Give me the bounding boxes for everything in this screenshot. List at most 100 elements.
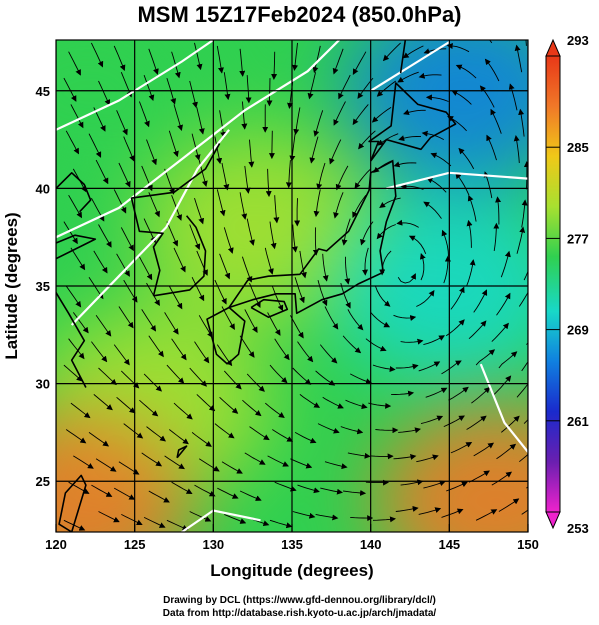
streamline (116, 253, 130, 277)
streamline (148, 490, 170, 503)
streamline (350, 515, 374, 522)
streamline (441, 508, 464, 518)
streamline (214, 279, 227, 305)
streamline (285, 160, 292, 189)
streamline (294, 277, 305, 304)
streamline (98, 511, 120, 523)
streamline (370, 312, 391, 328)
streamline (352, 104, 369, 126)
streamline (123, 136, 135, 162)
streamline (63, 364, 83, 382)
streamline (299, 394, 321, 408)
streamline (171, 481, 193, 494)
y-tick-label: 30 (36, 377, 50, 392)
temperature-field (56, 40, 528, 532)
streamline (362, 247, 369, 276)
streamline (168, 130, 179, 158)
streamline (395, 363, 419, 370)
streamline (475, 509, 498, 521)
streamline (120, 72, 133, 98)
streamline (443, 255, 451, 284)
streamline (516, 377, 528, 398)
streamline (402, 45, 424, 59)
streamline (264, 247, 274, 275)
streamline (173, 247, 186, 273)
streamline (317, 423, 340, 434)
streamline (116, 110, 128, 136)
streamline (333, 192, 344, 219)
coastline (250, 298, 289, 318)
streamline (221, 162, 230, 191)
streamline (486, 134, 497, 161)
streamline (343, 489, 367, 496)
streamline (341, 218, 351, 246)
streamline (352, 51, 367, 75)
streamline (458, 147, 475, 170)
streamline (221, 461, 243, 474)
streamline (121, 513, 143, 526)
streamline (468, 320, 487, 340)
credit-line-dcl: Drawing by DCL (https://www.gfd-dennou.o… (163, 595, 436, 606)
streamline (491, 471, 513, 486)
streamline (239, 192, 248, 220)
streamline (313, 110, 324, 137)
streamline (191, 133, 201, 161)
streamline (194, 484, 216, 497)
streamline (146, 426, 166, 442)
streamline (400, 479, 424, 486)
temperature-region-1 (56, 40, 208, 186)
streamline (196, 107, 205, 135)
streamline (466, 219, 473, 248)
y-tick-label: 45 (36, 84, 50, 99)
colorbar: 293 285 277 269 261 253 (545, 33, 589, 536)
streamline (473, 442, 495, 457)
streamline (498, 351, 518, 369)
streamline (496, 292, 511, 316)
streamline (518, 283, 528, 307)
streamline (307, 72, 317, 100)
streamline (273, 195, 280, 224)
streamline (291, 224, 298, 253)
streamline (345, 399, 368, 410)
coastline (56, 234, 97, 260)
streamline (217, 487, 239, 499)
streamline (68, 481, 90, 494)
streamline (338, 74, 351, 100)
streamline (496, 443, 517, 460)
streamline (495, 196, 502, 225)
streamline (223, 370, 242, 390)
temperature-region-5 (56, 415, 192, 532)
streamline (370, 453, 394, 460)
streamline (143, 373, 163, 392)
streamline (164, 312, 179, 335)
streamline (274, 338, 290, 361)
streamline (95, 458, 117, 472)
streamline (113, 487, 136, 500)
streamline (68, 338, 85, 360)
streamline (248, 139, 255, 168)
streamline (333, 101, 346, 126)
streamline (393, 314, 417, 321)
x-tick-label: 150 (517, 537, 539, 552)
streamline (223, 72, 231, 101)
streamline (116, 396, 136, 414)
y-tick-label: 40 (36, 181, 50, 196)
streamline (294, 432, 317, 444)
streamline (191, 432, 212, 447)
streamline (271, 285, 284, 312)
streamline (173, 402, 193, 420)
temperature-region-0 (345, 40, 528, 186)
streamline (475, 349, 496, 366)
x-tick-label: 145 (438, 537, 460, 552)
y-axis: 25 30 35 40 45 (36, 84, 50, 489)
streamline (68, 51, 81, 76)
streamline (493, 222, 500, 251)
streamline (523, 270, 528, 281)
streamline (219, 110, 227, 139)
streamline (246, 373, 265, 392)
streamline (265, 402, 285, 418)
streamline (416, 289, 435, 307)
streamline (269, 364, 288, 384)
streamline (168, 285, 183, 310)
streamline (329, 139, 342, 165)
